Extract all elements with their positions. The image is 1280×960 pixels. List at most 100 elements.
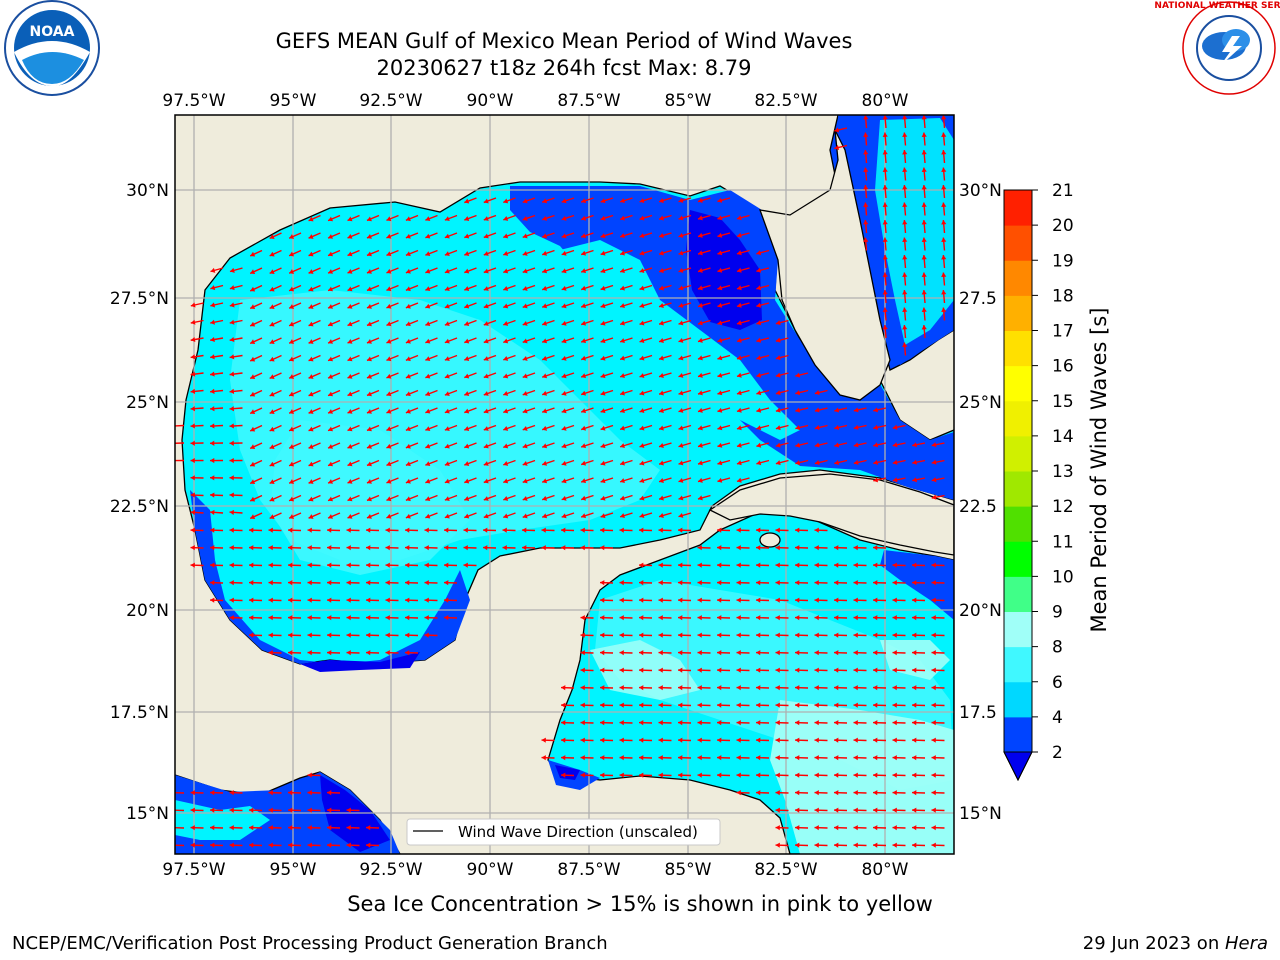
wind-wave-arrowhead — [775, 527, 780, 533]
wind-wave-arrowhead — [717, 667, 722, 673]
wind-wave-arrowhead — [678, 667, 683, 673]
wind-wave-arrowhead — [620, 250, 625, 256]
wind-wave-arrowhead — [190, 440, 195, 446]
lat-tick: 25°N — [126, 393, 169, 413]
wind-wave-arrowhead — [522, 303, 528, 309]
wind-wave-arrowhead — [912, 737, 917, 743]
wind-wave-arrowhead — [756, 250, 762, 256]
wind-wave-arrowhead — [229, 807, 234, 813]
wind-wave-arrowhead — [795, 580, 800, 586]
wind-wave-arrowhead — [931, 459, 937, 465]
wind-wave-arrowhead — [347, 304, 353, 309]
wind-wave-arrowhead — [736, 580, 741, 586]
wind-wave-arrowhead — [307, 562, 312, 568]
wind-wave-arrowhead — [814, 737, 819, 743]
wind-wave-arrowhead — [892, 597, 897, 603]
wind-wave-arrowhead — [308, 426, 314, 432]
lon-tick: 80°W — [862, 860, 909, 880]
wind-wave-arrowhead — [444, 373, 450, 379]
colorbar-tick-label: 6 — [1052, 673, 1063, 693]
wind-wave-arrowhead — [921, 220, 927, 225]
wind-wave-arrowhead — [658, 720, 663, 726]
colorbar-segment — [1004, 611, 1032, 648]
wind-wave-arrowhead — [882, 115, 888, 120]
wind-wave-arrowhead — [697, 755, 702, 761]
wind-wave-arrowhead — [814, 407, 820, 413]
wind-wave-arrowhead — [522, 527, 527, 533]
lat-tick: 17.5°N — [110, 703, 169, 723]
wind-wave-arrowhead — [921, 185, 927, 190]
wind-wave-arrowhead — [405, 545, 410, 551]
wind-wave-arrowhead — [600, 772, 605, 778]
wind-wave-arrowhead — [882, 220, 888, 225]
wind-wave-arrowhead — [541, 755, 546, 761]
wind-wave-arrowhead — [814, 720, 819, 726]
wind-wave-arrowhead — [444, 233, 450, 239]
wind-wave-arrowhead — [425, 286, 431, 292]
wind-wave-arrowhead — [678, 737, 683, 743]
wind-wave-arrowhead — [366, 321, 372, 327]
wind-wave-arrowhead — [386, 461, 392, 467]
wind-wave-arrowhead — [892, 615, 897, 621]
wind-wave-arrowhead — [892, 807, 897, 813]
colorbar-tick-label: 15 — [1052, 392, 1074, 412]
wind-wave-arrowhead — [424, 562, 429, 568]
wind-wave-arrowhead — [250, 321, 256, 327]
wind-wave-arrowhead — [931, 494, 937, 500]
wind-wave-arrowhead — [444, 338, 450, 344]
wind-wave-arrowhead — [834, 667, 839, 673]
lat-tick: 22.5°N — [110, 497, 169, 517]
wind-wave-arrowhead — [600, 615, 605, 621]
wind-wave-arrowhead — [210, 790, 215, 796]
wind-wave-arrowhead — [697, 685, 702, 691]
wind-wave-arrowhead — [581, 408, 587, 414]
wind-wave-arrowhead — [405, 513, 411, 519]
wind-wave-arrowhead — [581, 250, 587, 256]
wind-wave-arrowhead — [289, 514, 295, 519]
wind-wave-arrowhead — [444, 562, 449, 568]
wind-wave-arrowhead — [250, 409, 256, 414]
wind-wave-arrowhead — [503, 233, 509, 239]
wind-wave-arrowhead — [522, 285, 528, 291]
wind-wave-arrowhead — [483, 286, 489, 291]
wind-wave-arrowhead — [795, 702, 800, 708]
wind-wave-arrowhead — [522, 513, 528, 519]
wind-wave-arrowhead — [229, 302, 235, 308]
wind-wave-arrowhead — [425, 478, 431, 484]
wind-wave-arrowhead — [250, 514, 256, 519]
wind-wave-arrowhead — [658, 772, 663, 778]
wind-wave-arrowhead — [229, 285, 235, 291]
lat-tick: 27.5°N — [110, 289, 169, 309]
wind-wave-arrowhead — [327, 562, 332, 568]
wind-wave-arrowhead — [795, 842, 800, 848]
wind-wave-arrowhead — [659, 320, 664, 326]
wind-wave-arrowhead — [542, 338, 548, 344]
wind-wave-arrowhead — [795, 545, 800, 551]
wind-wave-arrowhead — [328, 339, 334, 344]
wind-wave-arrowhead — [210, 302, 216, 308]
wind-wave-arrowhead — [717, 615, 722, 621]
wind-wave-arrowhead — [775, 685, 780, 691]
wind-wave-arrowhead — [503, 338, 509, 344]
wind-wave-arrowhead — [941, 167, 947, 173]
wind-wave-arrowhead — [581, 460, 587, 466]
wind-wave-arrowhead — [717, 772, 722, 778]
wind-wave-arrowhead — [600, 233, 606, 239]
wind-wave-arrowhead — [873, 597, 878, 603]
wind-wave-arrowhead — [873, 772, 878, 778]
wind-wave-arrowhead — [814, 390, 820, 396]
wind-wave-arrowhead — [561, 250, 567, 256]
wind-wave-arrowhead — [639, 562, 644, 568]
wind-wave-arrowhead — [347, 514, 353, 519]
wind-wave-arrowhead — [814, 632, 819, 638]
wind-wave-arrowhead — [659, 233, 664, 238]
wind-wave-arrowhead — [210, 423, 215, 429]
wind-wave-arrowhead — [444, 408, 450, 414]
wind-wave-arrowhead — [873, 737, 878, 743]
wind-wave-arrowhead — [834, 842, 839, 848]
wind-wave-arrowhead — [795, 755, 800, 761]
wind-wave-arrowhead — [580, 545, 585, 551]
wind-wave-arrowhead — [522, 198, 528, 204]
wind-wave-arrowhead — [366, 373, 372, 379]
wind-wave-arrowhead — [269, 356, 275, 362]
